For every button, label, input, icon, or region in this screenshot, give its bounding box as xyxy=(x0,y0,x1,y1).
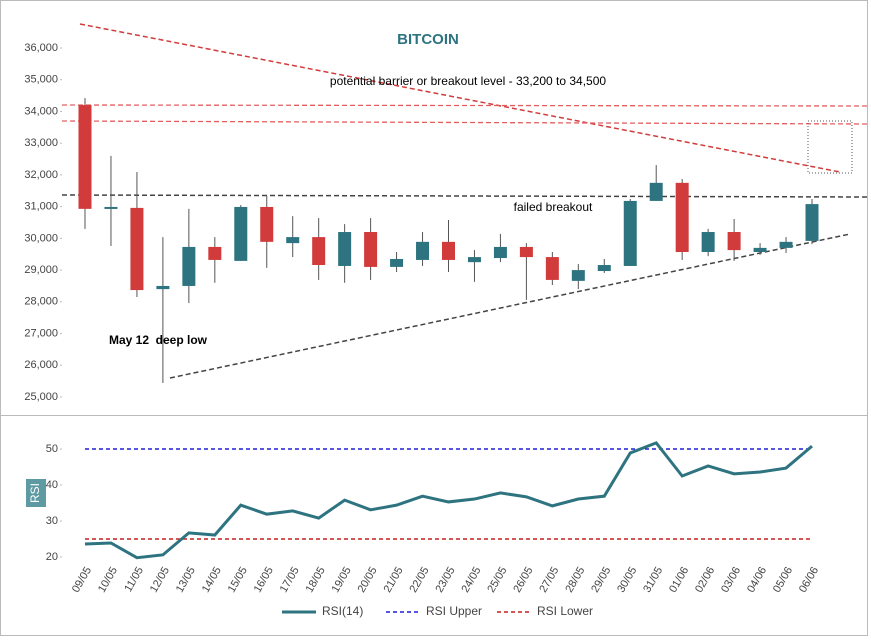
y-tick-label: 29,000 xyxy=(24,264,58,276)
candle-body xyxy=(130,207,144,291)
breakout-line xyxy=(61,194,869,198)
y-tick-label: 27,000 xyxy=(24,327,58,339)
y-tick-label: 32,000 xyxy=(24,169,58,181)
candle-body xyxy=(597,265,611,272)
y-tick-label: 40 xyxy=(46,479,58,491)
rsi-line xyxy=(84,441,813,560)
candle-body xyxy=(104,206,118,209)
rsi-panel xyxy=(0,415,868,636)
candle-body xyxy=(701,232,715,253)
chart-title: BITCOIN xyxy=(397,31,459,48)
trend-line xyxy=(79,23,841,173)
candle-body xyxy=(286,237,300,244)
candle-body xyxy=(779,241,793,248)
y-tick-label: 20 xyxy=(46,551,58,563)
annotation: May 12 deep low xyxy=(109,333,208,347)
candle-body xyxy=(182,246,196,286)
y-tick-label: 50 xyxy=(46,443,58,455)
candle-body xyxy=(78,105,92,209)
candle-body xyxy=(442,241,455,260)
candle-body xyxy=(519,246,533,258)
y-tick-label: 26,000 xyxy=(24,359,58,371)
annotation: potential barrier or breakout level - 33… xyxy=(330,74,607,88)
candle-body xyxy=(416,241,430,260)
candle-body xyxy=(623,200,637,266)
barrier-line xyxy=(61,104,869,107)
legend-label: RSI Lower xyxy=(537,604,593,618)
candle-body xyxy=(338,232,352,266)
candle-body xyxy=(156,285,170,290)
candle-body xyxy=(260,206,274,242)
y-label-box xyxy=(26,479,46,507)
candle-body xyxy=(649,182,663,201)
candle-body xyxy=(208,246,222,260)
legend-label: RSI(14) xyxy=(322,604,363,618)
annotation: failed breakout xyxy=(514,200,593,214)
candle-body xyxy=(364,232,378,267)
focus-box xyxy=(807,120,853,174)
barrier-line xyxy=(61,120,869,125)
candle-body xyxy=(805,204,819,241)
y-tick-label: 28,000 xyxy=(24,296,58,308)
y-tick-label: 35,000 xyxy=(24,74,58,86)
candle-body xyxy=(545,257,559,280)
y-tick-label: 31,000 xyxy=(24,201,58,213)
candle-body xyxy=(753,247,767,253)
support-line xyxy=(169,233,851,379)
candle-body xyxy=(571,270,585,281)
y-axis-label: RSI xyxy=(28,483,42,503)
candle-body xyxy=(493,246,507,259)
y-tick-label: 33,000 xyxy=(24,137,58,149)
price-panel xyxy=(0,0,868,416)
y-tick-label: 25,000 xyxy=(24,391,58,403)
y-tick-label: 34,000 xyxy=(24,105,58,117)
candle-body xyxy=(727,232,741,251)
y-tick-label: 36,000 xyxy=(24,42,58,54)
candle-body xyxy=(234,206,248,261)
candle-body xyxy=(675,182,689,253)
legend-label: RSI Upper xyxy=(426,604,482,618)
y-tick-label: 30,000 xyxy=(24,232,58,244)
y-tick-label: 30 xyxy=(46,515,58,527)
candle-body xyxy=(312,237,326,266)
candle-body xyxy=(390,258,404,267)
candle-body xyxy=(467,257,481,263)
